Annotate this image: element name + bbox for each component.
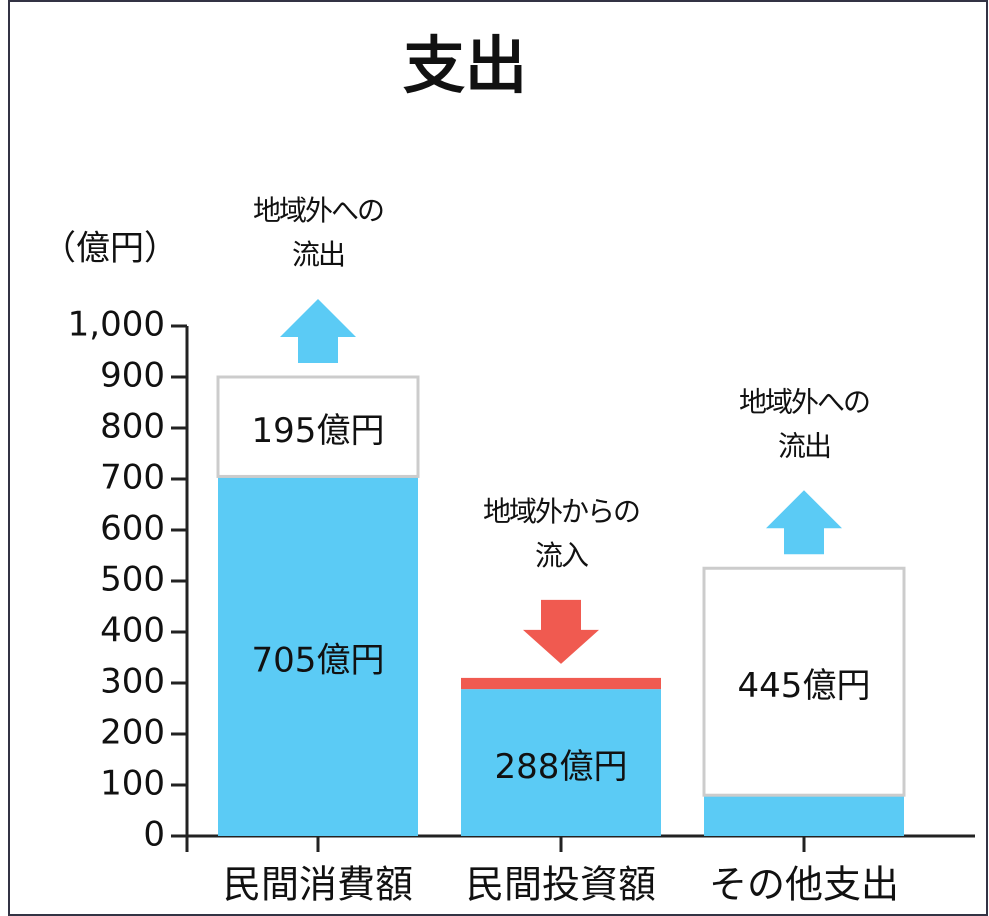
bar-segment xyxy=(704,795,904,836)
annotation-text: 流入 xyxy=(535,539,588,572)
value-label: 705億円 xyxy=(252,641,385,681)
x-tick-label: その他支出 xyxy=(709,863,899,907)
annotation-arrow xyxy=(523,599,599,664)
y-tick-label: 700 xyxy=(100,458,165,498)
bar-segment xyxy=(702,566,906,797)
y-tick-label: 300 xyxy=(100,662,165,702)
value-label: 445億円 xyxy=(738,666,871,706)
bar-segment xyxy=(461,677,661,690)
annotation-text: 地域外からの xyxy=(483,495,639,528)
chart-title: 支出 xyxy=(403,29,527,102)
annotation-text: 流出 xyxy=(292,238,344,271)
value-label: 288億円 xyxy=(495,747,628,787)
x-tick-label: 民間消費額 xyxy=(223,863,413,907)
value-label: 195億円 xyxy=(252,411,385,451)
y-tick-label: 600 xyxy=(100,509,165,549)
y-tick-label: 500 xyxy=(100,560,165,600)
annotation-text: 地域外への xyxy=(253,194,383,227)
bar-segment xyxy=(218,476,418,836)
annotation-text: 地域外への xyxy=(739,385,869,418)
bar-segment xyxy=(216,375,420,478)
y-axis-label: （億円） xyxy=(42,229,178,269)
y-tick-label: 100 xyxy=(100,764,165,804)
annotation-text: 流出 xyxy=(778,429,830,462)
annotation-arrow xyxy=(280,299,356,363)
x-tick-label: 民間投資額 xyxy=(466,863,656,907)
y-tick-label: 200 xyxy=(100,713,165,753)
y-tick-label: 800 xyxy=(100,407,165,447)
y-tick-label: 1,000 xyxy=(68,305,165,345)
y-tick-label: 900 xyxy=(100,356,165,396)
annotation-arrow xyxy=(766,490,842,555)
bar-segment xyxy=(461,689,661,836)
y-tick-label: 400 xyxy=(100,611,165,651)
y-tick-label: 0 xyxy=(143,815,165,855)
